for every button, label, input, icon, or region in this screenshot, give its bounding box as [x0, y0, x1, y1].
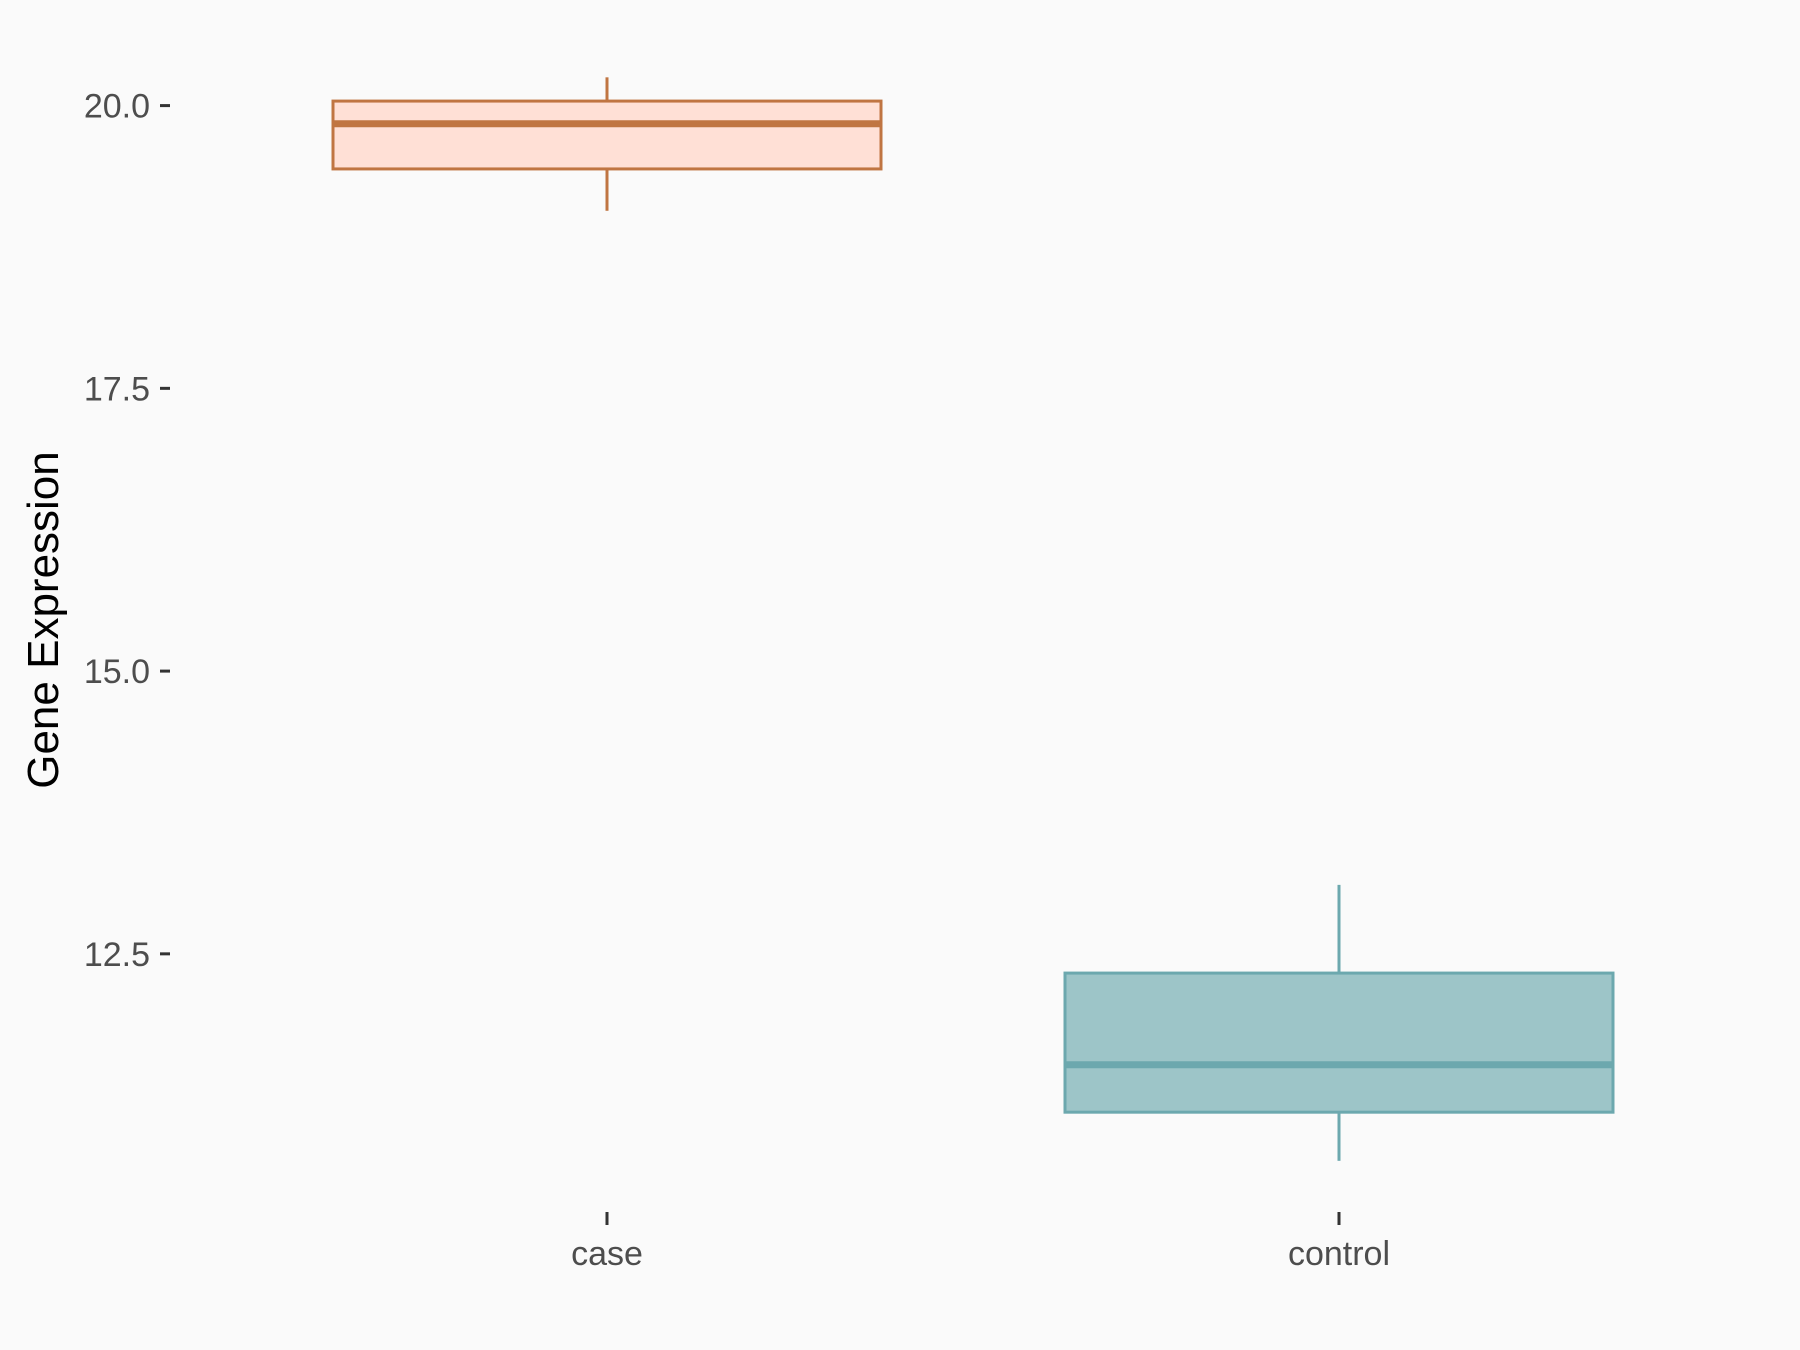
x-axis: case control [571, 1212, 1390, 1273]
box-case [331, 77, 883, 211]
y-axis-title: Gene Expression [19, 451, 68, 789]
y-tick-label: 15.0 [84, 653, 150, 691]
boxes [331, 77, 1615, 1161]
box-control [1063, 884, 1615, 1161]
x-tick-label: control [1288, 1235, 1390, 1273]
box-iqr [1063, 971, 1615, 1114]
y-tick-label: 20.0 [84, 88, 150, 126]
y-tick-label: 12.5 [84, 936, 150, 974]
box-iqr [331, 99, 883, 171]
y-tick-label: 17.5 [84, 370, 150, 408]
y-axis: 12.5 15.0 17.5 20.0 [84, 88, 170, 974]
x-tick-label: case [571, 1235, 643, 1273]
